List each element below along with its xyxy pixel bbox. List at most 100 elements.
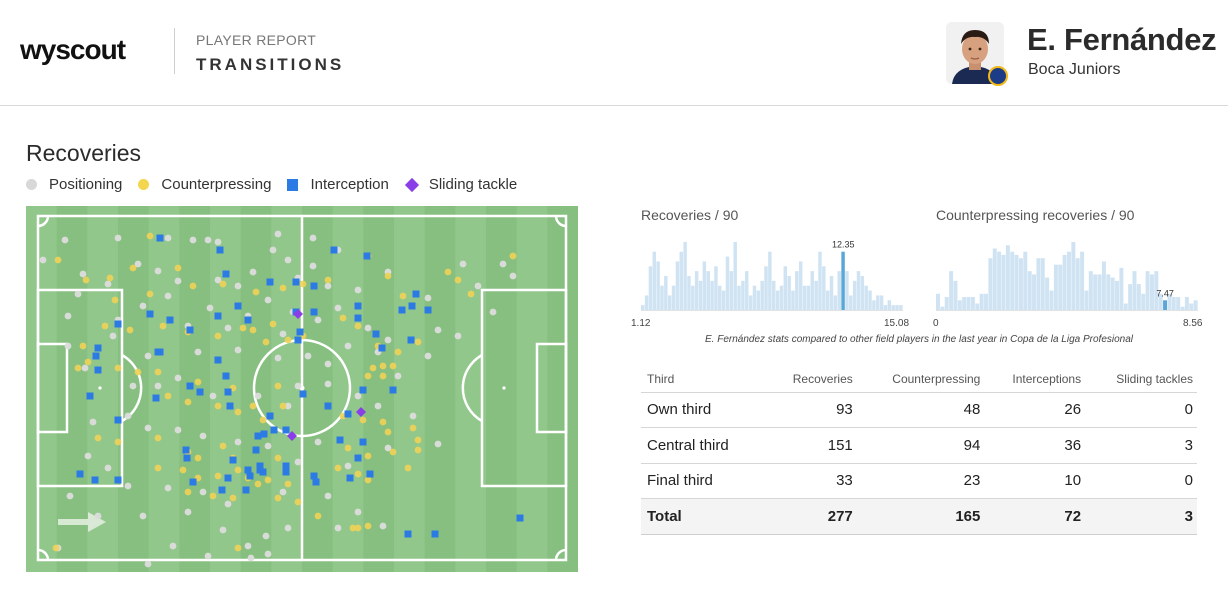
counterpressing-recovery-marker (364, 452, 372, 460)
interception-marker (146, 310, 154, 318)
counterpressing-recovery-marker (154, 368, 162, 376)
column-header: Interceptions (1012, 371, 1082, 386)
interception-marker (354, 314, 362, 322)
left-goal-area (36, 342, 69, 434)
counterpressing-recovery-marker (414, 446, 422, 454)
wyscout-logo[interactable]: wyscout (20, 34, 126, 65)
pitch-stripe (363, 206, 395, 572)
interception-marker (324, 402, 332, 410)
histogram-bar (698, 280, 703, 310)
interception-marker (310, 472, 318, 480)
counterpressing-recovery-marker (404, 464, 412, 472)
histogram-bar (760, 280, 764, 310)
pitch-stripe (516, 206, 548, 572)
histogram-bar (1136, 284, 1141, 310)
histogram-bar (1119, 267, 1124, 310)
histogram-bar (644, 295, 649, 310)
histogram-bar (852, 280, 857, 310)
counterpressing-recovery-marker (214, 402, 222, 410)
pitch-stripe (179, 206, 211, 572)
recoveries-pitch-map (26, 206, 578, 572)
pitch-stripe (56, 206, 88, 572)
positioning-recovery-marker (269, 246, 277, 254)
counterpressing-recovery-marker (234, 466, 242, 474)
counterpressing-recovery-marker (74, 364, 82, 372)
table-cell: 94 (856, 427, 985, 463)
positioning-recovery-marker (79, 270, 87, 278)
counterpressing-recovery-marker (114, 438, 122, 446)
table-header-row: Third Recoveries Counterpressing Interce… (641, 366, 1197, 392)
positioning-recovery-marker (124, 482, 132, 490)
counterpressing-hist-max: 8.56 (1183, 318, 1203, 329)
counterpressing-recovery-marker (194, 378, 202, 386)
interception-marker (196, 388, 204, 396)
interception-marker (186, 382, 194, 390)
counterpressing-histogram: 7.47 (936, 242, 1198, 311)
histogram-bar (1045, 277, 1050, 310)
positioning-recovery-marker (294, 458, 302, 466)
histogram-bar (1154, 271, 1159, 310)
interception-marker (346, 474, 354, 482)
player-avatar (946, 22, 1004, 84)
positioning-recovery-marker (264, 550, 272, 558)
legend-positioning: Positioning (26, 176, 122, 193)
interception-marker (282, 462, 290, 470)
positioning-recovery-marker (64, 342, 72, 350)
histogram-bar (940, 306, 945, 310)
interception-square-icon (287, 178, 299, 191)
positioning-recovery-marker (459, 260, 467, 268)
counterpressing-recovery-marker (279, 284, 287, 292)
interception-marker (378, 344, 386, 352)
histogram-bar (648, 266, 653, 310)
histogram-bar (845, 271, 849, 310)
histogram-bar (1115, 280, 1119, 310)
pitch-stripe (486, 206, 518, 572)
positioning-recovery-marker (74, 290, 82, 298)
counterpressing-recovery-marker (214, 472, 222, 480)
positioning-recovery-marker (264, 442, 272, 450)
histogram-bar (936, 293, 940, 310)
interception-marker (86, 392, 94, 400)
histogram-bar (714, 266, 718, 310)
histogram-bar (656, 261, 660, 310)
histogram-bar (772, 280, 776, 310)
team-name[interactable]: Boca Juniors (1028, 61, 1121, 78)
histogram-bar (1005, 245, 1010, 310)
table-cell: 3 (1085, 498, 1197, 535)
counterpressing-recovery-marker (264, 476, 272, 484)
pitch-stripe (26, 206, 58, 572)
counterpressing-recovery-marker (106, 274, 114, 282)
table-cell: 72 (984, 498, 1086, 535)
interception-marker (363, 252, 371, 260)
pitch-stripe (394, 206, 426, 572)
histogram-bar (721, 290, 726, 310)
histogram-bar (1010, 251, 1015, 310)
histogram-bar (683, 242, 687, 310)
histogram-bar (775, 290, 780, 310)
interception-marker (226, 402, 234, 410)
histogram-bar (944, 297, 949, 310)
positioning-recovery-marker (284, 402, 292, 410)
histogram-bar (671, 285, 676, 310)
table-cell: 26 (984, 391, 1086, 428)
table-total-row: Total 277 165 72 3 (641, 498, 1197, 535)
table-cell: 48 (856, 391, 985, 428)
counterpressing-recovery-marker (249, 326, 257, 334)
histogram-bar (1093, 274, 1098, 310)
histogram-bar (1128, 284, 1133, 310)
positioning-recovery-marker (114, 234, 122, 242)
positioning-recovery-marker (294, 382, 302, 390)
histogram-bar (1110, 277, 1115, 310)
interception-marker (424, 306, 432, 314)
histogram-bar (962, 297, 967, 310)
histogram-bar (791, 290, 795, 310)
histogram-bar (779, 285, 784, 310)
interception-marker (242, 486, 250, 494)
histogram-bar (1141, 293, 1146, 310)
player-name: E. Fernández (1027, 22, 1217, 57)
histogram-bar (1132, 271, 1137, 310)
positioning-recovery-marker (154, 267, 162, 275)
counterpressing-recovery-marker (274, 382, 282, 390)
counterpressing-recovery-marker (249, 402, 257, 410)
interception-marker (222, 270, 230, 278)
